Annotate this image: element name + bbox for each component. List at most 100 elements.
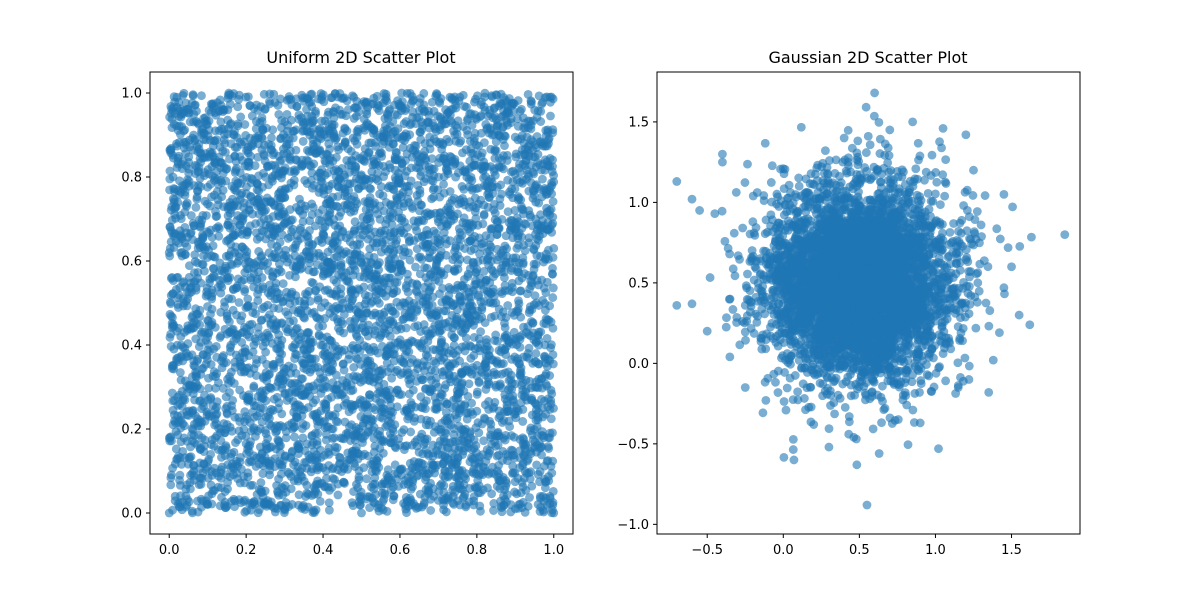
uniform-point [185,323,195,333]
uniform-point [218,384,228,393]
uniform-point [176,159,186,169]
uniform-point [347,256,357,266]
uniform-point [472,360,482,370]
uniform-point [254,459,264,469]
uniform-point [448,485,458,495]
uniform-point [518,433,528,443]
uniform-point [251,401,261,411]
uniform-point [480,161,490,171]
uniform-point [328,312,338,322]
uniform-point [254,485,264,494]
uniform-point [414,113,424,122]
uniform-point [397,88,407,98]
uniform-point [294,443,303,453]
uniform-point [526,449,536,459]
uniform-point [191,334,201,344]
uniform-point [410,322,420,332]
uniform-point [310,267,319,277]
uniform-point [417,231,427,241]
uniform-point [287,342,297,352]
uniform-point [245,199,255,209]
uniform-point [453,393,463,403]
uniform-point [398,315,408,324]
uniform-point [415,189,425,198]
uniform-point [276,185,286,195]
uniform-point [188,508,197,518]
uniform-point [383,183,393,193]
uniform-point [204,491,214,501]
uniform-point [476,195,486,205]
uniform-point [371,393,381,403]
uniform-point [458,281,467,290]
uniform-point [307,240,317,250]
uniform-point [417,502,427,512]
uniform-point [392,286,402,296]
uniform-point [327,392,336,402]
uniform-point [217,462,227,472]
uniform-point [167,364,177,373]
uniform-point [267,174,277,183]
uniform-point [499,151,508,160]
uniform-point [256,252,266,262]
uniform-point [430,422,440,431]
uniform-point [490,215,500,224]
uniform-point [479,266,489,276]
uniform-point [348,385,358,395]
uniform-point [444,493,453,503]
uniform-point [246,505,256,515]
uniform-point [541,305,550,315]
uniform-point [410,402,420,412]
uniform-point [397,464,407,474]
uniform-point [240,495,250,505]
uniform-point [484,193,494,203]
uniform-point [381,219,391,229]
uniform-point [538,505,548,515]
uniform-point [471,184,481,194]
uniform-point [412,435,422,445]
uniform-point [243,472,253,482]
uniform-point [335,458,345,468]
uniform-point [354,472,364,482]
uniform-point [438,284,447,293]
uniform-point [167,215,177,225]
uniform-point [442,358,452,368]
uniform-point [451,241,461,251]
uniform-point [175,190,184,199]
uniform-point [259,302,269,312]
uniform-point [176,248,186,258]
uniform-point [458,148,467,158]
uniform-point [453,264,463,274]
uniform-point [165,309,175,319]
uniform-point [405,130,415,140]
uniform-point [546,340,556,350]
uniform-point [412,471,422,481]
uniform-point [221,392,231,402]
uniform-point [482,335,491,344]
uniform-point [182,436,192,446]
uniform-point [425,144,435,154]
uniform-point [210,414,220,424]
uniform-point [246,191,256,201]
uniform-point [232,164,241,173]
uniform-point [244,351,254,361]
uniform-point [490,431,500,440]
uniform-point [358,403,367,413]
uniform-point [326,200,335,210]
uniform-point [369,342,379,352]
uniform-point [165,297,175,307]
uniform-point [181,140,191,150]
uniform-point [477,242,486,252]
uniform-point [453,471,463,481]
uniform-point [489,506,498,515]
uniform-point [216,424,226,434]
uniform-point [185,117,195,127]
uniform-point [546,385,556,395]
uniform-point [375,258,384,267]
uniform-point [362,97,371,107]
uniform-point [323,301,333,311]
uniform-point [346,436,355,445]
uniform-point [178,278,188,287]
uniform-point [486,224,496,234]
uniform-point [526,96,536,106]
uniform-point [486,289,495,298]
